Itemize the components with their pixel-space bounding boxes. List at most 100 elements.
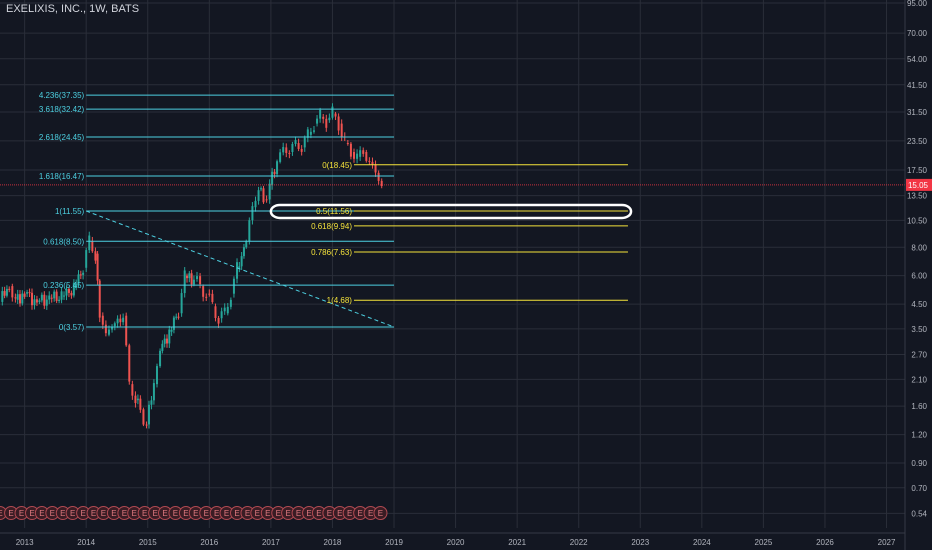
candle-body (55, 291, 58, 301)
candle-body (238, 266, 241, 268)
candle-body (53, 291, 56, 299)
candle-body (40, 294, 43, 301)
y-tick-label: 2.70 (911, 351, 927, 360)
y-tick-label: 17.50 (907, 166, 928, 175)
fibonacci-drawings[interactable]: 4.236(37.35) 3.618(32.42) 2.618(24.45) 1.61… (39, 91, 633, 332)
earnings-marker-letter: E (265, 509, 270, 518)
candle-body (33, 299, 36, 306)
candle-body (60, 291, 63, 300)
candle-body (134, 395, 137, 404)
candle-body (159, 350, 162, 367)
candle-body (45, 299, 48, 306)
candle-body (50, 297, 53, 299)
candle-body (279, 152, 282, 162)
candle-body (282, 147, 285, 153)
earnings-marker-letter: E (173, 509, 178, 518)
earnings-marker-letter: E (80, 509, 85, 518)
last-price-badge (906, 178, 932, 191)
price-series (0, 103, 905, 429)
y-tick-label: 1.20 (911, 431, 927, 440)
y-tick-label: 0.70 (911, 484, 927, 493)
candle-body (58, 299, 61, 301)
y-tick-label: 23.50 (907, 137, 928, 146)
candle-body (14, 297, 17, 299)
x-tick-label: 2025 (755, 538, 773, 547)
candle-body (180, 293, 183, 314)
symbol-title: EXELIXIS, INC., 1W, BATS (6, 3, 140, 15)
candle-body (352, 152, 355, 159)
candle-body (236, 262, 239, 279)
y-tick-label: 31.50 (907, 108, 928, 117)
earnings-marker-letter: E (337, 509, 342, 518)
candle-body (82, 272, 85, 275)
fib-extension-level-label: 3.618(32.42) (39, 105, 85, 114)
earnings-marker-letter: E (255, 509, 260, 518)
candle-body (168, 329, 171, 344)
candle-body (150, 400, 153, 405)
x-tick-label: 2027 (878, 538, 896, 547)
candle-body (377, 172, 380, 181)
fib-extension-level-label: 0.236(5.45) (43, 281, 84, 290)
candle-body (91, 241, 94, 252)
fib-extension-level-label: 4.236(37.35) (39, 91, 85, 100)
candle-body (128, 345, 131, 382)
candle-body (119, 318, 122, 323)
last-price-label: 15.05 (908, 181, 929, 190)
fib-trend-line[interactable] (86, 210, 395, 328)
earnings-marker-letter: E (234, 509, 239, 518)
candle-body (111, 326, 114, 330)
candle-body (188, 273, 191, 279)
candle-body (276, 161, 279, 175)
earnings-marker-letter: E (245, 509, 250, 518)
earnings-marker-letter: E (204, 509, 209, 518)
earnings-marker-letter: E (296, 509, 301, 518)
time-axis[interactable]: 2013 2014 2015 2016 2017 2018 2019 2020 2021 2022… (0, 532, 905, 547)
fib-extension-level-label: 0.618(8.50) (43, 237, 84, 246)
candle-body (349, 143, 352, 157)
earnings-marker-letter: E (214, 509, 219, 518)
y-tick-label: 4.50 (911, 300, 927, 309)
candle-body (356, 153, 359, 159)
candle-body (309, 131, 312, 135)
candle-body (325, 118, 328, 128)
earnings-marker-letter: E (0, 509, 3, 518)
candle-body (240, 256, 243, 267)
earnings-marker-badge[interactable] (373, 506, 388, 520)
candle-body (11, 286, 14, 298)
earnings-marker-letter: E (152, 509, 157, 518)
earnings-marker-letter: E (60, 509, 65, 518)
y-tick-label: 0.54 (911, 509, 927, 518)
candle-body (75, 283, 78, 288)
candle-body (226, 306, 229, 314)
earnings-marker-letter: E (183, 509, 188, 518)
price-axis[interactable]: 95.00 70.00 54.00 41.50 31.50 23.50 17.50 13.50… (904, 0, 932, 550)
candle-body (172, 317, 175, 330)
candle-body (79, 274, 82, 276)
candle-body (271, 171, 274, 186)
y-tick-label: 10.50 (907, 216, 928, 225)
earnings-marker-letter: E (101, 509, 106, 518)
candle-body (288, 152, 291, 154)
candle-body (319, 109, 322, 119)
fib-retracement-level-label: 0.5(11.56) (316, 207, 352, 216)
candle-body (232, 278, 235, 294)
x-tick-label: 2021 (508, 538, 526, 547)
candle-body (273, 171, 276, 175)
candle-body (63, 295, 66, 297)
x-tick-label: 2018 (324, 538, 342, 547)
candle-body (21, 293, 24, 304)
earnings-marker-letter: E (29, 509, 34, 518)
y-tick-label: 6.00 (911, 272, 927, 281)
earnings-markers[interactable]: EEEEEEEEEEEEEEEEEEEEEEEEEEEEEEEEEEEEEE (0, 506, 388, 520)
earnings-marker-letter: E (357, 509, 362, 518)
highlight-ellipse[interactable] (269, 203, 633, 220)
candle-body (202, 286, 205, 297)
y-tick-label: 13.50 (907, 192, 928, 201)
candle-body (220, 311, 223, 319)
candle-body (362, 150, 365, 154)
earnings-marker-letter: E (316, 509, 321, 518)
candle-body (312, 130, 315, 132)
